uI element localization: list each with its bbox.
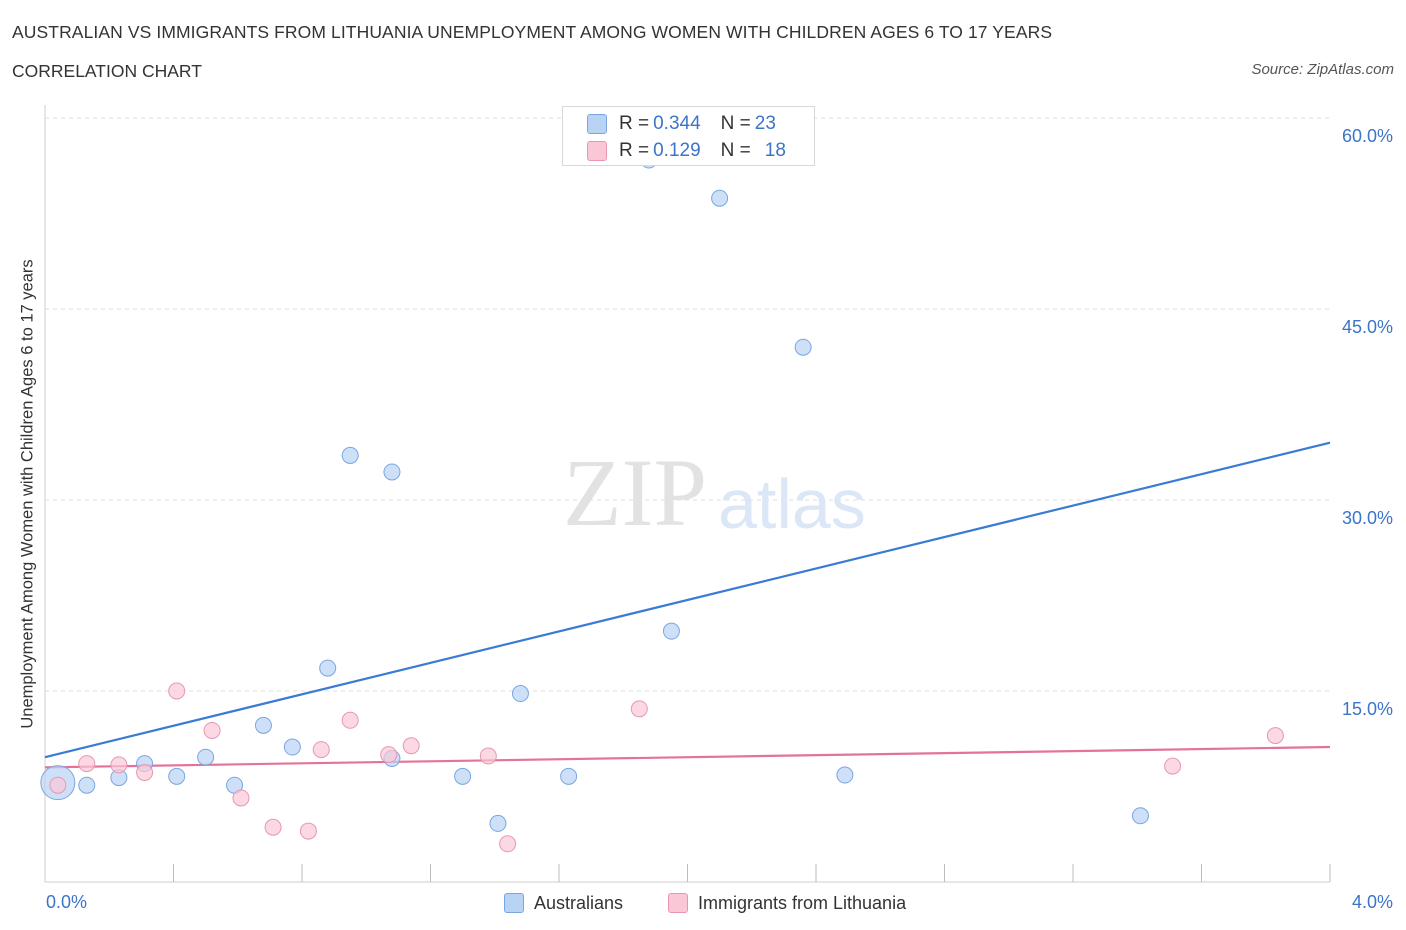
chart-subtitle: CORRELATION CHART <box>12 61 202 81</box>
series-legend: Australians Immigrants from Lithuania <box>0 888 1406 918</box>
lithuania-point <box>264 818 282 836</box>
australians-point <box>836 766 854 784</box>
r-label: R = <box>619 113 650 134</box>
australians-point <box>78 776 96 794</box>
lithuania-point <box>402 737 420 755</box>
x-tick-label-min: 0.0% <box>46 892 87 912</box>
australians-point <box>489 814 507 832</box>
lithuania-point <box>312 741 330 759</box>
lithuania-point <box>380 746 398 764</box>
points-layer <box>40 151 1284 853</box>
australians-point <box>454 767 472 785</box>
lithuania-point <box>78 755 96 773</box>
australians-point <box>319 659 337 677</box>
lithuania-point <box>110 756 128 774</box>
pink-swatch <box>587 141 607 161</box>
r-label: R = <box>619 140 650 161</box>
grid-layer <box>45 117 1330 692</box>
lithuania-point <box>1266 727 1284 745</box>
australians-point <box>197 748 215 766</box>
legend-item-australians[interactable]: Australians <box>504 890 623 916</box>
r-value: 0.129 <box>653 140 701 161</box>
australians-point <box>168 767 186 785</box>
lithuania-point <box>168 682 186 700</box>
watermark-zip: ZIP <box>563 439 707 546</box>
lithuania-point <box>136 763 154 781</box>
stats-legend: R = 0.344 N = 23 R = 0.129 N = 18 <box>562 106 815 166</box>
axis-layer: 15.0% 30.0% 45.0% 60.0% 0.0% 4.0% <box>44 105 1393 912</box>
lithuania-point <box>1164 757 1182 775</box>
blue-swatch <box>504 893 524 913</box>
lithuania-point <box>499 835 517 853</box>
australians-point <box>283 738 301 756</box>
australians-point <box>341 446 359 464</box>
stats-row-lithuania: R = 0.129 N = 18 <box>587 138 786 164</box>
lithuania-point <box>299 822 317 840</box>
x-tick-label-max: 4.0% <box>1352 892 1393 912</box>
australians-point <box>511 685 529 703</box>
australians-point <box>662 622 680 640</box>
australians-point <box>1131 807 1149 825</box>
australians-point <box>383 463 401 481</box>
n-label: N = <box>720 113 751 134</box>
australians-point <box>794 338 812 356</box>
australians-point <box>560 767 578 785</box>
legend-item-lithuania[interactable]: Immigrants from Lithuania <box>668 890 906 916</box>
chart-title: AUSTRALIAN VS IMMIGRANTS FROM LITHUANIA … <box>12 22 1053 42</box>
lithuania-point <box>232 789 250 807</box>
trend-layer <box>44 441 1331 769</box>
blue-swatch <box>587 114 607 134</box>
y-tick-label: 45.0% <box>1342 317 1393 337</box>
lithuania-point <box>630 700 648 718</box>
lithuania-trend-line <box>44 745 1331 769</box>
australians-trend-line <box>44 441 1331 759</box>
lithuania-point <box>203 721 221 739</box>
source-label: Source: ZipAtlas.com <box>1251 61 1394 78</box>
y-tick-label: 60.0% <box>1342 126 1393 146</box>
stats-row-australians: R = 0.344 N = 23 <box>587 111 776 137</box>
y-tick-label: 30.0% <box>1342 508 1393 528</box>
watermark-atlas: atlas <box>718 465 866 543</box>
n-value: 18 <box>764 140 786 161</box>
legend-label: Australians <box>534 892 624 913</box>
pink-swatch <box>668 893 688 913</box>
australians-point <box>254 716 272 734</box>
legend-label: Immigrants from Lithuania <box>698 892 907 913</box>
y-tick-label: 15.0% <box>1342 699 1393 719</box>
lithuania-point <box>341 711 359 729</box>
n-label: N = <box>720 140 751 161</box>
r-value: 0.344 <box>653 113 701 134</box>
watermark: ZIP atlas <box>563 439 866 546</box>
lithuania-point <box>479 747 497 765</box>
lithuania-point <box>49 776 67 794</box>
australians-point <box>711 189 729 207</box>
n-value: 23 <box>754 113 776 134</box>
